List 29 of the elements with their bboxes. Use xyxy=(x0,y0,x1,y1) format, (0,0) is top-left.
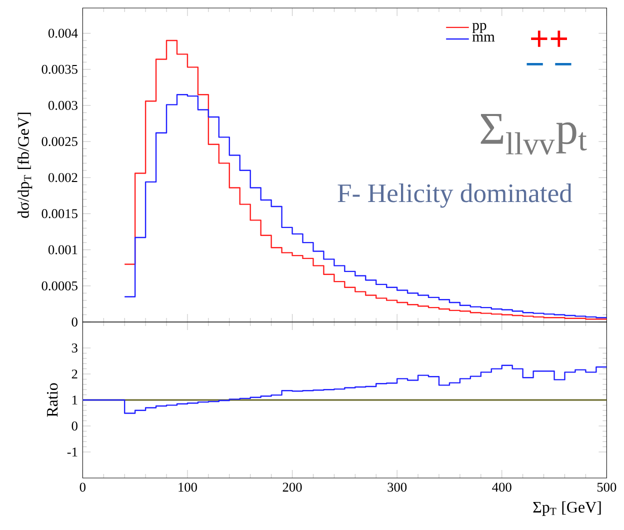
y-tick-label: 0.002 xyxy=(48,173,78,182)
y-tick-label: 0.0015 xyxy=(42,209,78,218)
y-tick-label: 0 xyxy=(72,421,78,430)
annotation: − − xyxy=(526,62,572,66)
y-tick-label: 1 xyxy=(72,396,78,404)
x-axis-title: Σp$_{T}$ [GeV] xyxy=(533,501,601,516)
x-tick-label: 300 xyxy=(388,482,407,492)
y-tick-label: 0.0005 xyxy=(42,281,78,290)
legend-label: pp xyxy=(472,23,486,34)
x-tick-label: 100 xyxy=(178,482,197,492)
legend-label: mm xyxy=(472,34,495,42)
y-tick-label: 2 xyxy=(72,370,78,378)
x-tick-label: 500 xyxy=(597,482,616,492)
annotation: ++ xyxy=(531,30,567,47)
x-tick-label: 400 xyxy=(492,482,512,492)
y-tick-label: 0 xyxy=(72,317,78,326)
annotation: Σ$_{llvv}$p$_{t}$ xyxy=(480,114,587,155)
y-tick-label: -1 xyxy=(67,448,78,456)
y-tick-label: 0.001 xyxy=(48,245,78,254)
y-tick-label: 0.0035 xyxy=(42,64,78,74)
annotation: F- Helicity dominated xyxy=(338,184,572,208)
y-axis-title: Ratio xyxy=(46,383,58,417)
y-tick-label: 0.003 xyxy=(48,100,78,110)
y-tick-label: 0.0025 xyxy=(42,137,78,146)
y-tick-label: 0.004 xyxy=(48,28,78,38)
y-tick-label: 3 xyxy=(72,344,78,352)
y-axis-title: dσ/dp$_{T}$ [fb/GeV] xyxy=(17,112,32,218)
x-tick-label: 0 xyxy=(80,482,86,492)
x-tick-label: 200 xyxy=(282,482,302,492)
